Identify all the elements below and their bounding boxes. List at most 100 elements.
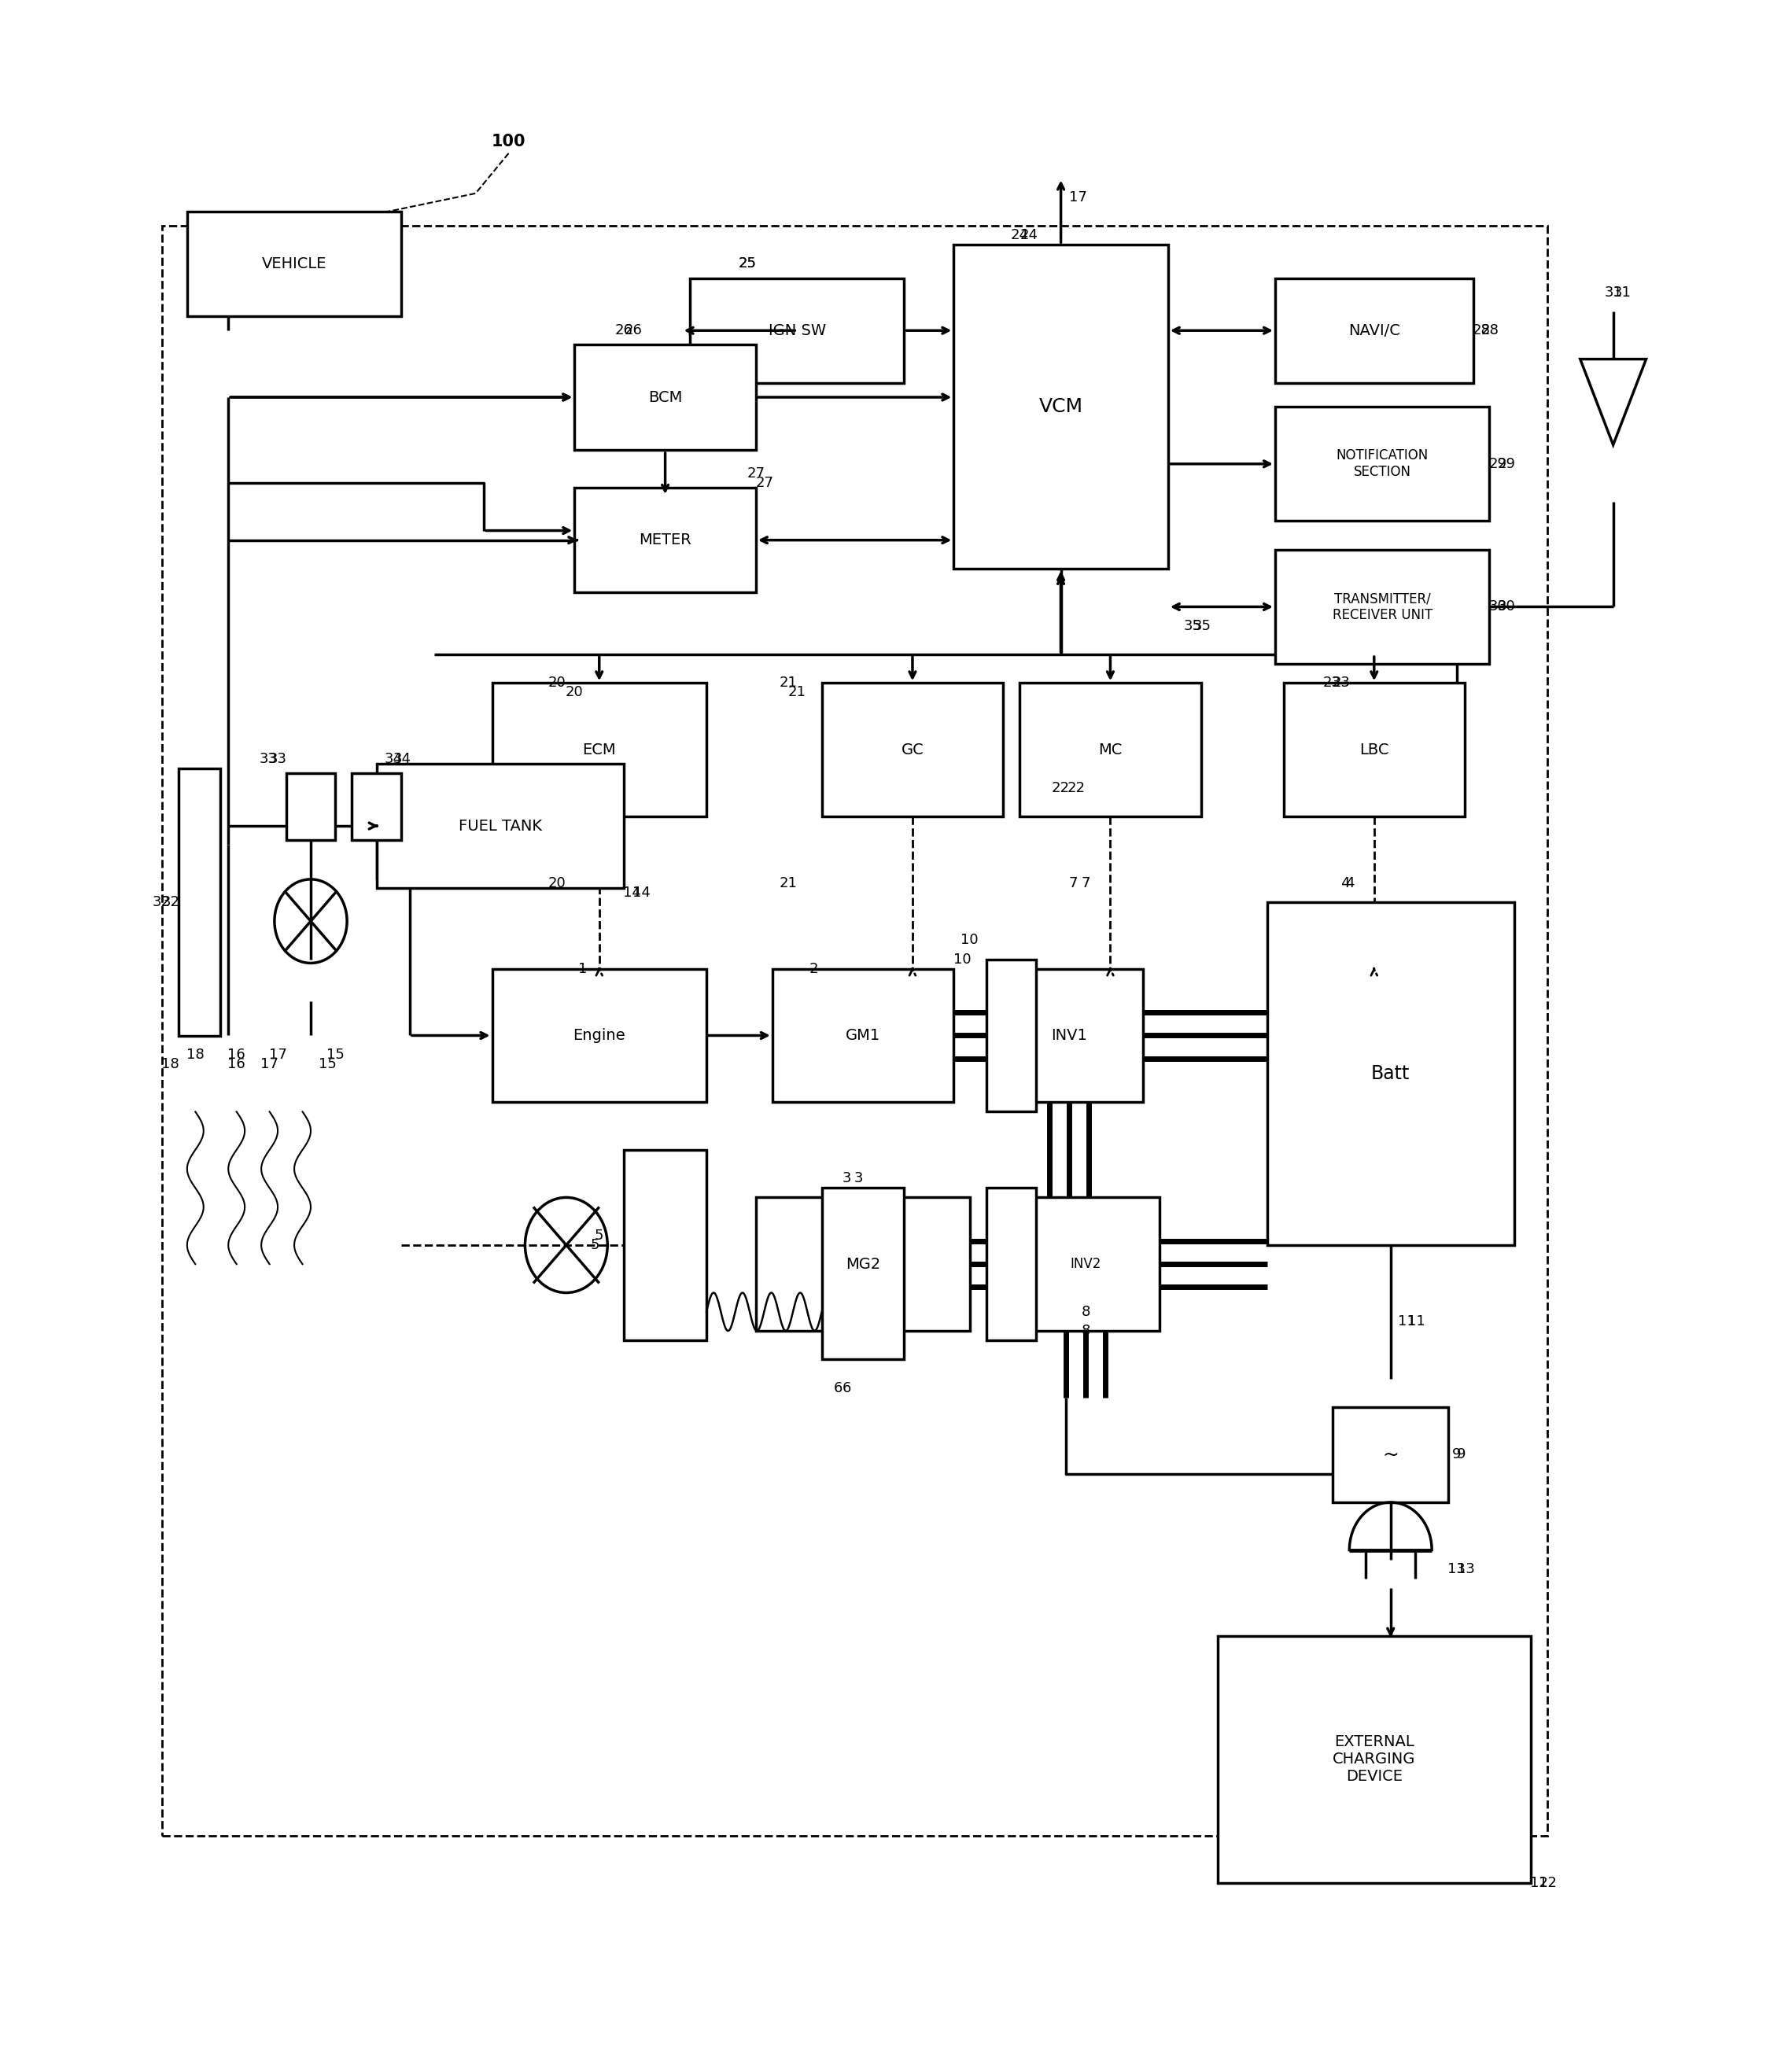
Bar xyxy=(823,683,1004,816)
Bar xyxy=(493,969,706,1102)
Text: 24: 24 xyxy=(1011,228,1029,242)
Text: 26: 26 xyxy=(615,323,633,338)
Text: EXTERNAL
CHARGING
DEVICE: EXTERNAL CHARGING DEVICE xyxy=(1333,1735,1416,1785)
Text: ~: ~ xyxy=(1382,1446,1400,1464)
Text: 100: 100 xyxy=(491,135,525,149)
Text: TRANSMITTER/
RECEIVER UNIT: TRANSMITTER/ RECEIVER UNIT xyxy=(1331,592,1432,621)
Text: 13: 13 xyxy=(1448,1562,1466,1576)
Text: GM1: GM1 xyxy=(846,1027,880,1044)
Text: 15: 15 xyxy=(319,1056,337,1071)
Text: 25: 25 xyxy=(738,257,756,271)
Text: 31: 31 xyxy=(1604,286,1622,300)
Text: NAVI/C: NAVI/C xyxy=(1348,323,1400,338)
Bar xyxy=(772,969,953,1102)
Text: 14: 14 xyxy=(633,886,650,899)
Text: GC: GC xyxy=(901,741,925,758)
Text: 32: 32 xyxy=(152,895,170,909)
Text: 33: 33 xyxy=(269,752,287,766)
Text: 22: 22 xyxy=(1052,781,1070,795)
Bar xyxy=(953,244,1168,570)
Text: 11: 11 xyxy=(1407,1315,1425,1328)
Text: BCM: BCM xyxy=(649,389,683,404)
Text: 4: 4 xyxy=(1340,876,1349,891)
Bar xyxy=(987,1189,1036,1340)
Text: 7: 7 xyxy=(1081,876,1090,891)
Bar xyxy=(575,489,756,592)
Text: 20: 20 xyxy=(548,675,566,690)
Bar xyxy=(1217,1636,1530,1883)
Bar xyxy=(287,775,335,841)
Text: IGN SW: IGN SW xyxy=(769,323,826,338)
Text: 30: 30 xyxy=(1489,601,1507,613)
Bar xyxy=(823,1189,905,1359)
Text: 15: 15 xyxy=(326,1048,344,1062)
Text: Engine: Engine xyxy=(573,1027,625,1044)
Bar xyxy=(186,211,401,317)
Bar xyxy=(163,226,1546,1835)
Text: 35: 35 xyxy=(1185,619,1202,634)
Text: 24: 24 xyxy=(1020,228,1038,242)
Text: FUEL TANK: FUEL TANK xyxy=(459,818,541,833)
Text: 9: 9 xyxy=(1452,1448,1460,1462)
Text: ECM: ECM xyxy=(582,741,616,758)
Bar xyxy=(1283,683,1464,816)
Text: 20: 20 xyxy=(548,876,566,891)
Text: 31: 31 xyxy=(1613,286,1631,300)
Text: 27: 27 xyxy=(747,466,765,480)
Text: 2: 2 xyxy=(808,961,819,975)
Text: MG2: MG2 xyxy=(846,1257,880,1272)
Text: 14: 14 xyxy=(624,886,642,899)
Text: 5: 5 xyxy=(590,1238,599,1253)
Bar xyxy=(1276,278,1473,383)
Text: 21: 21 xyxy=(788,686,806,700)
Text: 13: 13 xyxy=(1457,1562,1475,1576)
Text: 26: 26 xyxy=(624,323,642,338)
Bar xyxy=(1276,549,1489,665)
Text: 7: 7 xyxy=(1068,876,1077,891)
Text: VCM: VCM xyxy=(1039,398,1082,416)
Text: 18: 18 xyxy=(161,1056,179,1071)
Text: 11: 11 xyxy=(1398,1315,1416,1328)
Text: VEHICLE: VEHICLE xyxy=(262,257,326,271)
Text: 12: 12 xyxy=(1539,1876,1557,1891)
Text: 21: 21 xyxy=(780,675,797,690)
Text: 30: 30 xyxy=(1498,601,1516,613)
Bar xyxy=(1276,406,1489,522)
Text: 32: 32 xyxy=(161,895,179,909)
Bar xyxy=(179,768,220,1036)
Text: 6: 6 xyxy=(833,1381,842,1396)
Text: 4: 4 xyxy=(1344,876,1355,891)
Text: 20: 20 xyxy=(566,686,584,700)
Text: 6: 6 xyxy=(842,1381,851,1396)
Bar xyxy=(575,344,756,449)
Bar xyxy=(690,278,905,383)
Bar xyxy=(624,1149,706,1340)
Text: 21: 21 xyxy=(780,876,797,891)
Text: INV1: INV1 xyxy=(1052,1027,1088,1044)
Text: 17: 17 xyxy=(269,1048,287,1062)
Text: 9: 9 xyxy=(1457,1448,1466,1462)
Bar xyxy=(493,683,706,816)
Text: 29: 29 xyxy=(1498,458,1516,470)
Text: 10: 10 xyxy=(961,934,978,946)
Text: LBC: LBC xyxy=(1360,741,1389,758)
Bar xyxy=(1333,1406,1448,1501)
Text: 33: 33 xyxy=(260,752,278,766)
Bar xyxy=(1011,1197,1159,1332)
Text: 34: 34 xyxy=(383,752,401,766)
Text: 3: 3 xyxy=(842,1172,851,1185)
Text: 16: 16 xyxy=(228,1048,246,1062)
Text: 8: 8 xyxy=(1081,1305,1090,1319)
Text: INV2: INV2 xyxy=(1070,1257,1100,1272)
Text: 16: 16 xyxy=(228,1056,246,1071)
Text: 3: 3 xyxy=(855,1172,864,1185)
Text: 12: 12 xyxy=(1530,1876,1548,1891)
Text: 22: 22 xyxy=(1068,781,1086,795)
Text: 25: 25 xyxy=(738,257,756,271)
Text: 17: 17 xyxy=(1070,191,1088,205)
Text: 34: 34 xyxy=(392,752,410,766)
Text: 28: 28 xyxy=(1482,323,1500,338)
Text: Batt: Batt xyxy=(1371,1064,1410,1083)
Text: 10: 10 xyxy=(953,953,971,967)
Text: 29: 29 xyxy=(1489,458,1507,470)
